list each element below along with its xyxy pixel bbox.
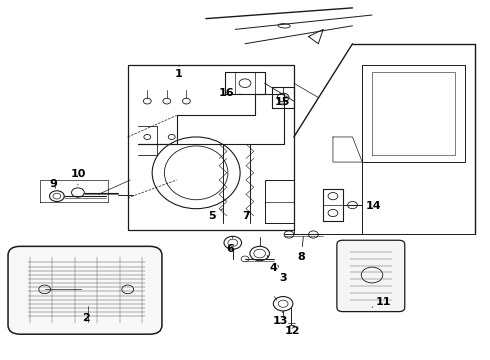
Text: 15: 15 — [275, 97, 290, 107]
Text: 7: 7 — [242, 211, 250, 221]
Text: 9: 9 — [49, 179, 57, 189]
FancyBboxPatch shape — [8, 246, 162, 334]
FancyBboxPatch shape — [337, 240, 405, 312]
Text: 6: 6 — [226, 237, 234, 254]
Text: 11: 11 — [372, 297, 391, 307]
Text: 14: 14 — [362, 201, 381, 211]
Text: 8: 8 — [297, 237, 305, 262]
Text: 5: 5 — [208, 209, 223, 221]
Text: 12: 12 — [285, 326, 301, 336]
Text: 13: 13 — [272, 311, 288, 325]
Text: 2: 2 — [82, 313, 90, 323]
Text: 10: 10 — [70, 168, 86, 185]
Text: 1: 1 — [175, 65, 183, 79]
Text: 16: 16 — [219, 88, 240, 98]
Text: 4: 4 — [267, 255, 277, 273]
Text: 3: 3 — [278, 265, 287, 283]
